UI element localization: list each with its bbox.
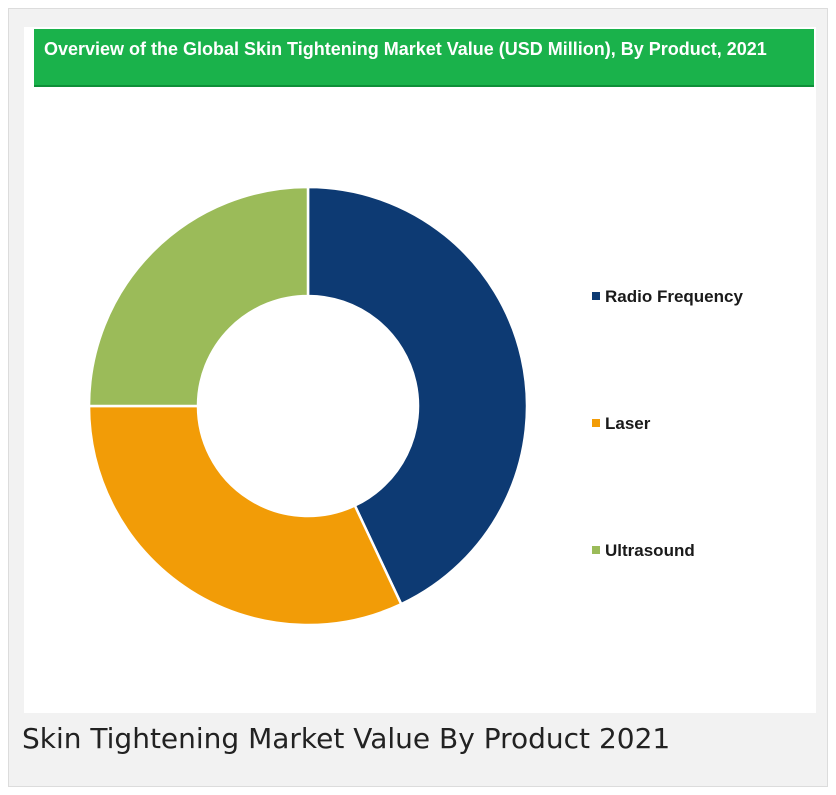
slice-laser (87, 404, 403, 627)
legend-label-laser: Laser (605, 414, 651, 433)
slice-ultrasound (87, 185, 310, 408)
chart-title: Overview of the Global Skin Tightening M… (34, 29, 814, 87)
legend-swatch-laser (592, 419, 600, 427)
legend-swatch-radio-frequency (592, 292, 600, 300)
legend-swatch-ultrasound (592, 546, 600, 554)
legend-label-ultrasound: Ultrasound (605, 541, 695, 560)
slice-radio-frequency (306, 185, 529, 606)
legend-item-ultrasound: Ultrasound (592, 541, 695, 560)
legend-item-radio-frequency: Radio Frequency (592, 287, 743, 306)
donut-slices (87, 185, 529, 627)
legend-label-radio-frequency: Radio Frequency (605, 287, 743, 306)
chart-legend: Radio Frequency Laser Ultrasound (592, 287, 743, 560)
figure-caption: Skin Tightening Market Value By Product … (22, 722, 671, 755)
legend-item-laser: Laser (592, 414, 651, 433)
